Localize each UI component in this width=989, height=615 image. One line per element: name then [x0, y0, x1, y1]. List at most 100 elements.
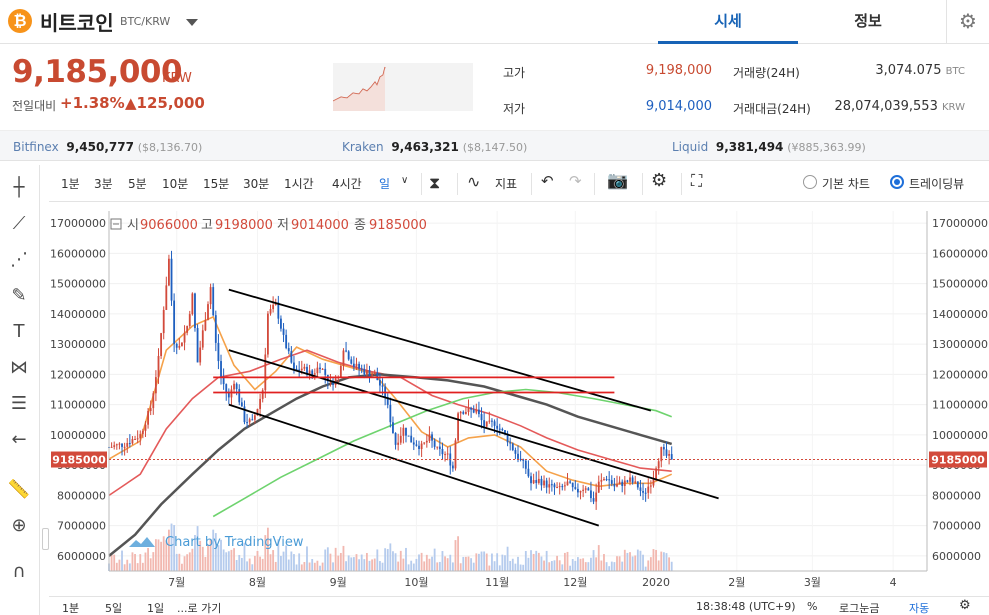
volume-bar [449, 554, 452, 571]
goto-date[interactable]: ...로 가기 [177, 602, 222, 615]
y-tick-label-left: 11000000 [50, 399, 106, 412]
volume-bar [613, 562, 616, 571]
candle-body [220, 361, 222, 378]
range-1m[interactable]: 1분 [62, 602, 80, 615]
text-icon[interactable]: T [13, 321, 25, 342]
pitchfork-icon[interactable]: ⋰ [10, 249, 28, 270]
interval-3m[interactable]: 3분 [94, 177, 113, 191]
exchange-name: Liquid [672, 140, 709, 154]
log-scale-toggle[interactable]: 로그눈금 [839, 602, 880, 615]
volume-bar [571, 559, 574, 571]
interval-5m[interactable]: 5분 [128, 177, 147, 191]
volume-bar [436, 562, 439, 571]
legend-low: 9014000 [291, 218, 349, 233]
auto-scale-toggle[interactable]: 자동 [909, 602, 930, 615]
gear-icon[interactable]: ⚙ [651, 170, 668, 191]
volume-bar [121, 550, 123, 571]
trend-line-icon[interactable]: ⟋ [12, 213, 26, 234]
interval-30m[interactable]: 30분 [243, 177, 270, 191]
legend-collapse-icon[interactable] [110, 218, 122, 230]
volume-bar [311, 558, 314, 571]
range-5d[interactable]: 5일 [105, 602, 123, 615]
range-1d[interactable]: 1일 [147, 602, 165, 615]
interval-1m[interactable]: 1분 [61, 177, 80, 191]
volume-bar [113, 554, 116, 571]
radio-basic-chart[interactable] [803, 175, 817, 189]
candle-body [616, 484, 618, 487]
indicator-icon[interactable]: ∿ [467, 172, 481, 191]
arrow-left-icon[interactable]: ← [11, 429, 27, 450]
volume-bar [464, 556, 467, 571]
volume-bar [204, 556, 207, 571]
brush-icon[interactable]: ✎ [11, 285, 27, 306]
x-tick-label: 11월 [485, 576, 509, 589]
basic-chart-label[interactable]: 기본 차트 [822, 177, 870, 191]
volume-bar [558, 560, 561, 571]
y-tick-label-right: 16000000 [932, 247, 988, 260]
exchange-bitfinex: Bitfinex 9,450,777 ($8,136.70) [13, 140, 202, 154]
chevron-down-icon[interactable] [186, 19, 198, 26]
interval-15m[interactable]: 15분 [203, 177, 230, 191]
undo-icon[interactable]: ↶ [541, 172, 554, 190]
volume-bar [634, 555, 637, 571]
candle-body [433, 440, 436, 447]
candle-body [605, 479, 608, 481]
exchange-bar: Bitfinex 9,450,777 ($8,136.70) Kraken 9,… [0, 130, 989, 161]
toolbar-scroll-handle[interactable] [42, 528, 49, 550]
interval-1d[interactable]: 일 [379, 177, 391, 191]
crosshair-icon[interactable]: ┼ [13, 177, 25, 198]
volume-bar [394, 553, 397, 571]
candle-type-icon[interactable]: ⧗ [429, 173, 441, 192]
candle-body [623, 480, 626, 487]
redo-icon[interactable]: ↷ [569, 172, 582, 190]
radio-tradingview[interactable] [890, 175, 904, 189]
indicator-button[interactable]: 지표 [495, 177, 518, 191]
magnet-icon[interactable]: ∩ [12, 561, 26, 582]
volume-bar [178, 553, 181, 571]
candle-body [558, 486, 561, 488]
zoom-in-icon[interactable]: ⊕ [11, 515, 27, 536]
percent-toggle[interactable]: % [807, 600, 818, 613]
volume-bar [355, 554, 358, 571]
candle-body [376, 372, 379, 381]
chevron-down-icon[interactable]: ∨ [401, 175, 409, 186]
interval-4h[interactable]: 4시간 [332, 177, 362, 191]
candle-body [451, 465, 454, 469]
ruler-icon[interactable]: 📏 [7, 479, 31, 500]
candle-body [280, 318, 282, 329]
candles [108, 250, 673, 510]
volume-bar [246, 561, 248, 571]
candle-body [227, 391, 230, 398]
volume-bar [433, 548, 436, 571]
tab-quote[interactable]: 시세 [658, 0, 798, 44]
candle-body [600, 479, 603, 482]
candle-body [444, 454, 446, 456]
volume-bar [451, 562, 454, 571]
volume-bar [405, 547, 407, 571]
volume-bar [274, 561, 277, 571]
price-chart[interactable]: 6000000 6000000 7000000 7000000 8000000 80000… [49, 203, 989, 596]
candle-body [662, 447, 665, 450]
camera-icon[interactable]: 📷 [607, 171, 629, 191]
volume-bar [368, 560, 371, 571]
candle-body [313, 373, 316, 375]
interval-1h[interactable]: 1시간 [284, 177, 314, 191]
tab-info[interactable]: 정보 [854, 12, 882, 30]
candle-body [548, 484, 551, 488]
volume-bar [384, 548, 387, 571]
tradingview-label[interactable]: 트레이딩뷰 [909, 177, 965, 191]
gear-icon[interactable]: ⚙ [946, 0, 989, 44]
volume-bar [293, 554, 295, 571]
candle-body [649, 485, 652, 487]
volume-bar [227, 551, 230, 571]
candle-body [368, 369, 371, 376]
candle-body [470, 408, 473, 410]
volume-bar [319, 565, 321, 571]
pattern-icon[interactable]: ⋈ [10, 357, 28, 378]
fullscreen-icon[interactable]: ⛶ [691, 171, 703, 190]
fib-icon[interactable]: ☰ [10, 393, 28, 414]
gear-icon[interactable]: ⚙ [959, 598, 971, 613]
candle-body [118, 443, 121, 445]
volume-bar [365, 552, 368, 571]
interval-10m[interactable]: 10분 [162, 177, 189, 191]
